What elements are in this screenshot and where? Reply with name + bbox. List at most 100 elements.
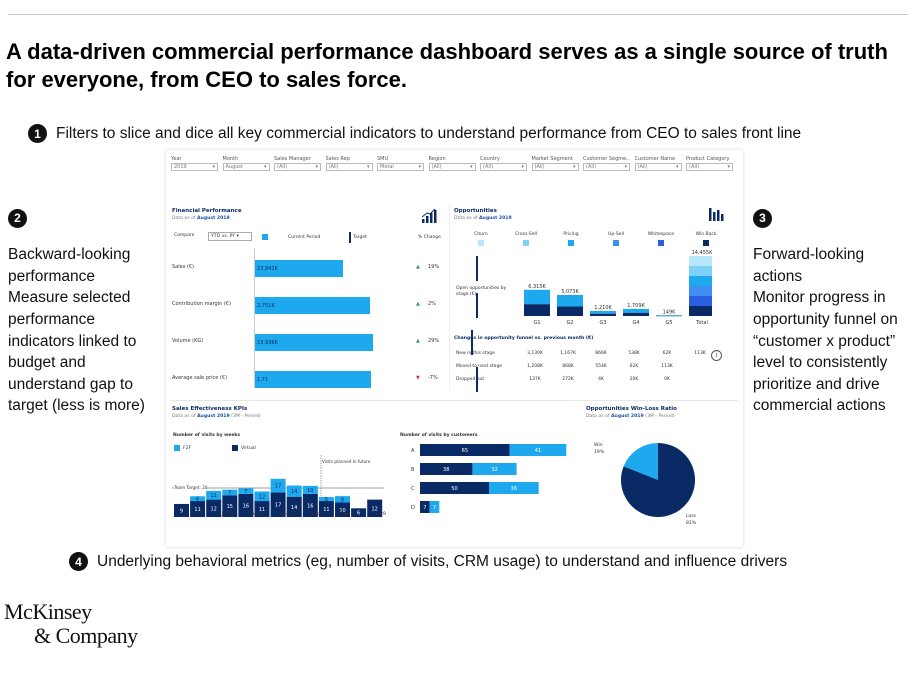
filter-label: Year	[171, 156, 182, 162]
trend-down-icon: ▼	[416, 375, 420, 381]
filter-8[interactable]: Customer Segme... (All)	[583, 156, 630, 171]
funnel-value-label: 149K	[663, 309, 677, 315]
legend-virtual-swatch	[232, 445, 238, 451]
filter-7[interactable]: Market Segment (All)	[531, 156, 579, 171]
filter-dropdown[interactable]: 2019	[171, 163, 218, 171]
virtual-bar	[351, 508, 367, 517]
type-swatch	[523, 240, 529, 246]
legend-change-label: % Change	[418, 235, 441, 240]
filter-dropdown[interactable]: (All)	[274, 163, 321, 171]
changes-row-label: Moved to next stage	[456, 364, 503, 369]
kpi-change: 29%	[428, 338, 440, 344]
trend-up-icon: ▲	[416, 264, 420, 270]
legend-current-swatch	[262, 234, 268, 240]
kpi-change: 19%	[428, 264, 440, 270]
funnel-bar-cap	[590, 310, 616, 314]
filter-6[interactable]: Country (All)	[480, 156, 527, 171]
legend-target-mark	[349, 232, 351, 243]
compare-dropdown[interactable]: YTD vs. PY ▾	[208, 232, 252, 241]
virtual-bar	[254, 501, 270, 517]
f2f-bar	[238, 488, 254, 494]
legend-current-label: Current Period	[288, 235, 321, 240]
opp-sub-date: August 2019	[479, 216, 512, 221]
virtual-bar	[222, 495, 238, 517]
funnel-bar-base	[623, 312, 649, 316]
filter-10[interactable]: Product Category (All)	[686, 156, 733, 171]
customer-virtual-value: 65	[462, 448, 468, 454]
filter-dropdown[interactable]: (All)	[428, 163, 476, 171]
funnel-bar-cap	[557, 294, 583, 307]
virtual-value: 9	[180, 508, 183, 514]
filter-dropdown[interactable]: (All)	[583, 163, 630, 171]
f2f-bar	[302, 485, 318, 494]
filter-dropdown[interactable]: (All)	[634, 163, 682, 171]
filter-label: Product Category	[686, 156, 730, 162]
filter-2[interactable]: Sales Manager (All)	[274, 156, 321, 171]
f2f-bar	[222, 489, 238, 496]
filter-dropdown[interactable]: (All)	[325, 163, 373, 171]
changes-cell: 272K	[562, 377, 574, 382]
sales-title: Sales Effectiveness KPIs	[172, 406, 248, 412]
customer-label: C	[411, 486, 415, 492]
filter-dropdown[interactable]: (All)	[480, 163, 527, 171]
sales-sub-suffix: (3M - Period)	[231, 414, 261, 419]
callout-2-title: Backward-looking performance	[8, 246, 131, 285]
financial-subtitle: Data as of August 2019	[172, 216, 230, 221]
filter-dropdown[interactable]: (All)	[531, 163, 579, 171]
virtual-value: 17	[275, 503, 281, 509]
week-tick: Sep 15	[340, 512, 356, 517]
changes-cell: 1,208K	[527, 364, 543, 369]
customer-f2f-bar	[489, 482, 539, 494]
changes-cell: 62K	[662, 351, 672, 356]
filter-dropdown[interactable]: (All)	[686, 163, 733, 171]
virtual-bar	[318, 501, 334, 517]
bar-chart-icon[interactable]	[708, 206, 724, 222]
type-swatch	[613, 240, 619, 246]
customer-f2f-value: 41	[535, 448, 541, 454]
filter-4[interactable]: SMU Metal	[377, 156, 424, 171]
funnel-category-label: G2	[566, 320, 573, 326]
changes-cell: 1,167K	[560, 351, 576, 356]
changes-cell: 554K	[595, 364, 607, 369]
f2f-value: 8	[341, 497, 344, 503]
kpi-label: Sales (€)	[172, 264, 194, 270]
winloss-sub-date: August 2019	[611, 414, 644, 419]
funnel-value-label: 5,073K	[561, 289, 579, 295]
f2f-bar	[318, 497, 334, 502]
kpi-label: Average sale price (€)	[172, 375, 227, 381]
changes-title: Changes in opportunity funnel vs. previo…	[454, 336, 594, 341]
kpi-target-line	[475, 367, 478, 392]
filter-5[interactable]: Region (All)	[428, 156, 476, 171]
filter-dropdown[interactable]: August	[222, 163, 270, 171]
winloss-sub-prefix: Data as of	[586, 414, 610, 419]
virtual-bar	[286, 496, 302, 517]
kpi-bar: 2,751K	[255, 297, 370, 314]
filter-0[interactable]: Year 2019	[171, 156, 218, 171]
filter-1[interactable]: Month August	[222, 156, 270, 171]
filter-9[interactable]: Customer Name (All)	[634, 156, 682, 171]
filter-3[interactable]: Sales Rep (All)	[325, 156, 373, 171]
filter-dropdown[interactable]: Metal	[377, 163, 424, 171]
legend-target-label: Target	[353, 235, 367, 240]
sales-sub-date: August 2019	[197, 414, 230, 419]
win-label: Win	[594, 442, 603, 448]
info-icon[interactable]: i	[711, 350, 722, 361]
funnel-total-segment	[689, 306, 712, 316]
kpi-target-line	[471, 330, 473, 355]
f2f-bar	[254, 491, 270, 502]
kpi-bar: 23,842K	[255, 260, 343, 277]
customer-f2f-value: 32	[491, 467, 497, 473]
team-target-label: Team Target: 20	[174, 485, 208, 490]
type-label: Whitespace	[647, 232, 675, 237]
virtual-value: 14	[291, 505, 297, 511]
virtual-bar	[190, 501, 206, 517]
bar-chart-up-icon[interactable]	[421, 208, 437, 224]
top-rule	[8, 14, 908, 15]
f2f-value: 12	[259, 494, 265, 500]
virtual-bar	[367, 499, 383, 517]
f2f-bar	[270, 478, 286, 493]
f2f-value: 5	[325, 497, 328, 503]
funnel-bar-base	[524, 304, 550, 316]
compare-value: YTD vs. PY	[211, 234, 236, 239]
